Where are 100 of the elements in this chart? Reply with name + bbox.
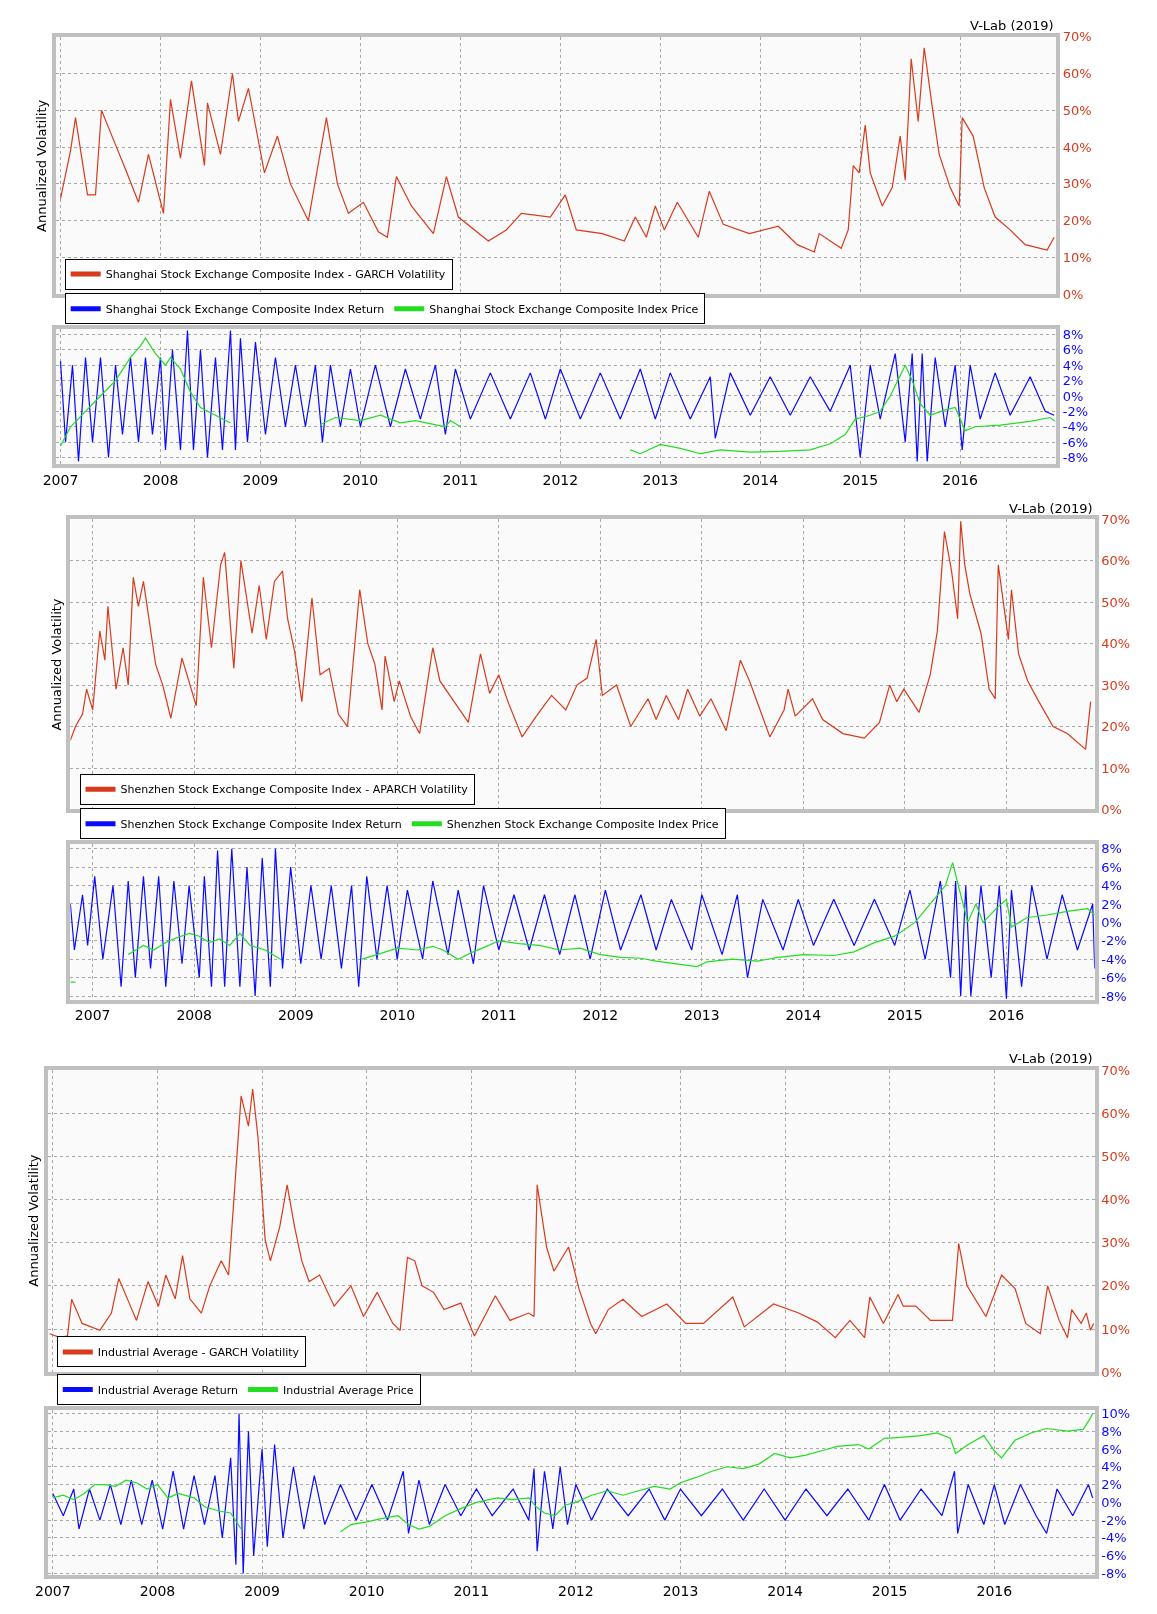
legend-label: Industrial Average - GARCH Volatility: [97, 1346, 300, 1360]
x-tick-label: 2016: [976, 1583, 1013, 1600]
x-tick-label: 2007: [74, 1007, 111, 1024]
y-tick-label: 40%: [1101, 636, 1131, 652]
y-tick-label: 10%: [1101, 760, 1131, 776]
y-tick-label: 10%: [1101, 1405, 1131, 1421]
y-tick-label: 70%: [1101, 511, 1131, 527]
x-tick-label: 2008: [176, 1007, 213, 1024]
y-tick-label: 40%: [1062, 139, 1092, 155]
y-tick-label: 50%: [1101, 1148, 1131, 1164]
y-tick-label: 50%: [1062, 102, 1092, 118]
x-tick-label: 2011: [453, 1583, 490, 1600]
y-tick-label: 4%: [1101, 1459, 1122, 1475]
y-tick-label: 20%: [1101, 1278, 1131, 1294]
y-tick-label: 4%: [1062, 357, 1084, 373]
y-tick-label: -6%: [1101, 1548, 1127, 1564]
y-tick-label: 20%: [1101, 719, 1131, 735]
legend-label: Industrial Average Return: [97, 1383, 239, 1397]
x-tick-label: 2011: [442, 471, 479, 488]
x-tick-label: 2015: [842, 471, 879, 488]
y-tick-label: -4%: [1062, 419, 1089, 435]
x-tick-label: 2014: [742, 471, 779, 488]
legend-label: Industrial Average Price: [283, 1383, 414, 1397]
legend-label: Shenzhen Stock Exchange Composite Index Return: [120, 818, 402, 832]
y-tick-label: 70%: [1101, 1062, 1131, 1078]
line-series: [52, 1412, 1094, 1575]
y-tick-label: 4%: [1101, 878, 1122, 894]
x-tick-label: 2012: [558, 1583, 594, 1600]
y-tick-label: 2%: [1101, 896, 1122, 912]
x-tick-label: 2012: [582, 1007, 619, 1024]
y-tick-label: 2%: [1062, 373, 1084, 389]
y-tick-label: 30%: [1062, 176, 1092, 192]
y-tick-label: -4%: [1101, 1530, 1127, 1546]
legend-label: Shenzhen Stock Exchange Composite Index Price: [446, 818, 719, 832]
y-tick-label: 8%: [1101, 841, 1122, 857]
y-tick-label: -8%: [1101, 988, 1127, 1004]
y-tick-label: 50%: [1101, 594, 1131, 610]
x-tick-label: 2010: [348, 1583, 385, 1600]
y-tick-label: 6%: [1101, 1441, 1122, 1457]
text: V-Lab (2019): [970, 18, 1054, 33]
x-tick-label: 2016: [988, 1007, 1025, 1024]
y-tick-label: 2%: [1101, 1477, 1122, 1493]
x-tick-label: 2014: [767, 1583, 803, 1600]
y-tick-label: 0%: [1101, 802, 1122, 818]
y-tick-label: -2%: [1101, 1512, 1127, 1528]
y-axis-title: Annualized Volatility: [33, 99, 49, 232]
y-tick-label: 6%: [1062, 342, 1084, 358]
x-tick-label: 2016: [942, 471, 979, 488]
y-tick-label: -6%: [1062, 434, 1089, 450]
line-series: [49, 1088, 1095, 1339]
y-tick-label: -8%: [1101, 1566, 1127, 1582]
y-tick-label: 60%: [1101, 553, 1131, 569]
x-tick-label: 2010: [342, 471, 379, 488]
x-tick-label: 2007: [42, 471, 79, 488]
text: V-Lab (2019): [1009, 1051, 1093, 1066]
line-series: [70, 848, 1095, 1000]
x-tick-label: 2013: [642, 471, 679, 488]
y-tick-label: 0%: [1062, 286, 1084, 302]
x-tick-label: 2010: [379, 1007, 416, 1024]
line-series: [59, 47, 1055, 253]
y-tick-label: 8%: [1062, 326, 1084, 342]
x-tick-label: 2009: [242, 471, 279, 488]
x-tick-label: 2008: [142, 471, 179, 488]
y-tick-label: -4%: [1101, 951, 1127, 967]
y-tick-label: -2%: [1101, 933, 1127, 949]
y-tick-label: 20%: [1062, 213, 1092, 229]
x-tick-label: 2013: [684, 1007, 720, 1024]
y-tick-label: 8%: [1101, 1423, 1122, 1439]
y-tick-label: 0%: [1062, 388, 1084, 404]
y-tick-label: 40%: [1101, 1192, 1131, 1208]
legend-label: Shanghai Stock Exchange Composite Index Return: [105, 302, 385, 316]
y-axis-title: Annualized Volatility: [48, 598, 64, 731]
x-tick-label: 2007: [35, 1583, 71, 1600]
y-tick-label: 30%: [1101, 677, 1131, 693]
line-series: [70, 520, 1092, 750]
y-tick-label: 70%: [1062, 29, 1092, 45]
y-tick-label: 0%: [1101, 1494, 1122, 1510]
x-tick-label: 2008: [139, 1583, 176, 1600]
x-tick-label: 2015: [871, 1583, 908, 1600]
y-tick-label: 10%: [1062, 250, 1092, 266]
y-tick-label: -8%: [1062, 450, 1089, 466]
x-tick-label: 2011: [480, 1007, 517, 1024]
legend-label: Shenzhen Stock Exchange Composite Index - APARCH Volatility: [120, 783, 469, 797]
y-tick-label: -2%: [1062, 403, 1089, 419]
text: V-Lab (2019): [1009, 501, 1093, 516]
x-tick-label: 2015: [887, 1007, 923, 1024]
y-tick-label: 30%: [1101, 1235, 1131, 1251]
y-tick-label: 0%: [1101, 914, 1122, 930]
x-tick-label: 2012: [542, 471, 579, 488]
y-tick-label: -6%: [1101, 970, 1127, 986]
y-tick-label: 60%: [1101, 1105, 1131, 1121]
y-tick-label: 6%: [1101, 859, 1122, 875]
y-tick-label: 0%: [1101, 1364, 1122, 1380]
y-tick-label: 60%: [1062, 66, 1092, 82]
x-tick-label: 2014: [785, 1007, 822, 1024]
x-tick-label: 2009: [244, 1583, 280, 1600]
legend-label: Shanghai Stock Exchange Composite Index - GARCH Volatility: [105, 268, 446, 282]
legend-label: Shanghai Stock Exchange Composite Index Price: [429, 302, 699, 316]
y-axis-title: Annualized Volatility: [26, 1154, 42, 1287]
x-tick-label: 2013: [662, 1583, 699, 1600]
